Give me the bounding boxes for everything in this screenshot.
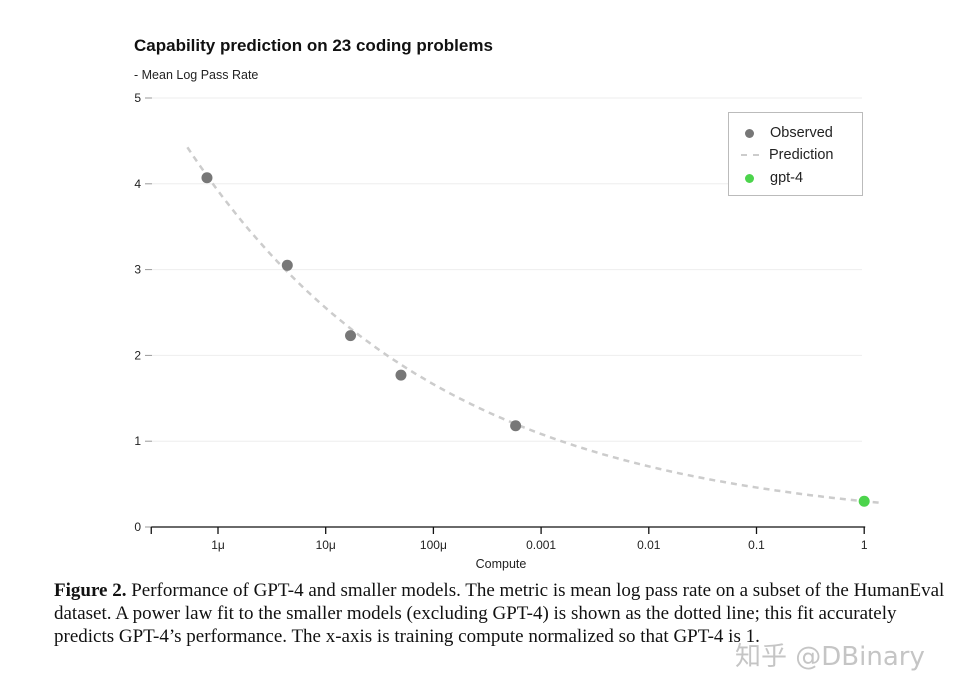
legend: Observed Prediction gpt-4 <box>728 112 863 196</box>
x-tick-label: 1 <box>861 538 868 552</box>
prediction-line-icon <box>741 154 759 156</box>
y-tick-label: 2 <box>134 348 141 362</box>
x-tick-label: 10μ <box>316 538 336 552</box>
legend-item-observed: Observed <box>741 123 833 143</box>
y-tick-label: 4 <box>134 177 141 191</box>
gpt4-marker-icon <box>745 173 754 183</box>
y-axis-label: - Mean Log Pass Rate <box>134 68 259 82</box>
chart: 0 1 2 3 4 5 1μ 10μ 100μ 0.001 0.01 0.1 1 Compute <box>134 91 881 571</box>
x-tick-label: 0.01 <box>637 538 661 552</box>
x-axis-label: Compute <box>476 557 527 571</box>
figure-caption: Figure 2. Performance of GPT-4 and small… <box>54 579 954 648</box>
gpt4-point <box>858 495 870 507</box>
y-tick-label: 3 <box>134 263 141 277</box>
legend-label: Observed <box>770 125 833 141</box>
observed-marker-icon <box>745 128 754 138</box>
observed-point <box>201 172 213 184</box>
legend-item-gpt4: gpt-4 <box>741 168 803 188</box>
x-tick-label: 0.1 <box>748 538 765 552</box>
observed-point <box>395 369 407 381</box>
x-tick-label: 1μ <box>211 538 225 552</box>
legend-label: Prediction <box>769 147 834 163</box>
y-tick-label: 5 <box>134 91 141 105</box>
y-tick-label: 1 <box>134 434 141 448</box>
watermark: 知乎 @DBinary <box>735 642 925 672</box>
x-tick-label: 0.001 <box>526 538 556 552</box>
y-tick-label: 0 <box>134 520 141 534</box>
observed-point <box>345 330 357 342</box>
caption-label: Figure 2. <box>54 580 127 601</box>
observed-point <box>281 259 293 271</box>
prediction-line <box>186 146 881 505</box>
legend-item-prediction: Prediction <box>741 145 833 165</box>
x-tick-label: 100μ <box>420 538 447 552</box>
chart-title: Capability prediction on 23 coding probl… <box>134 36 493 55</box>
legend-label: gpt-4 <box>770 170 804 186</box>
observed-point <box>510 420 522 432</box>
caption-text: Performance of GPT-4 and smaller models.… <box>54 580 945 647</box>
